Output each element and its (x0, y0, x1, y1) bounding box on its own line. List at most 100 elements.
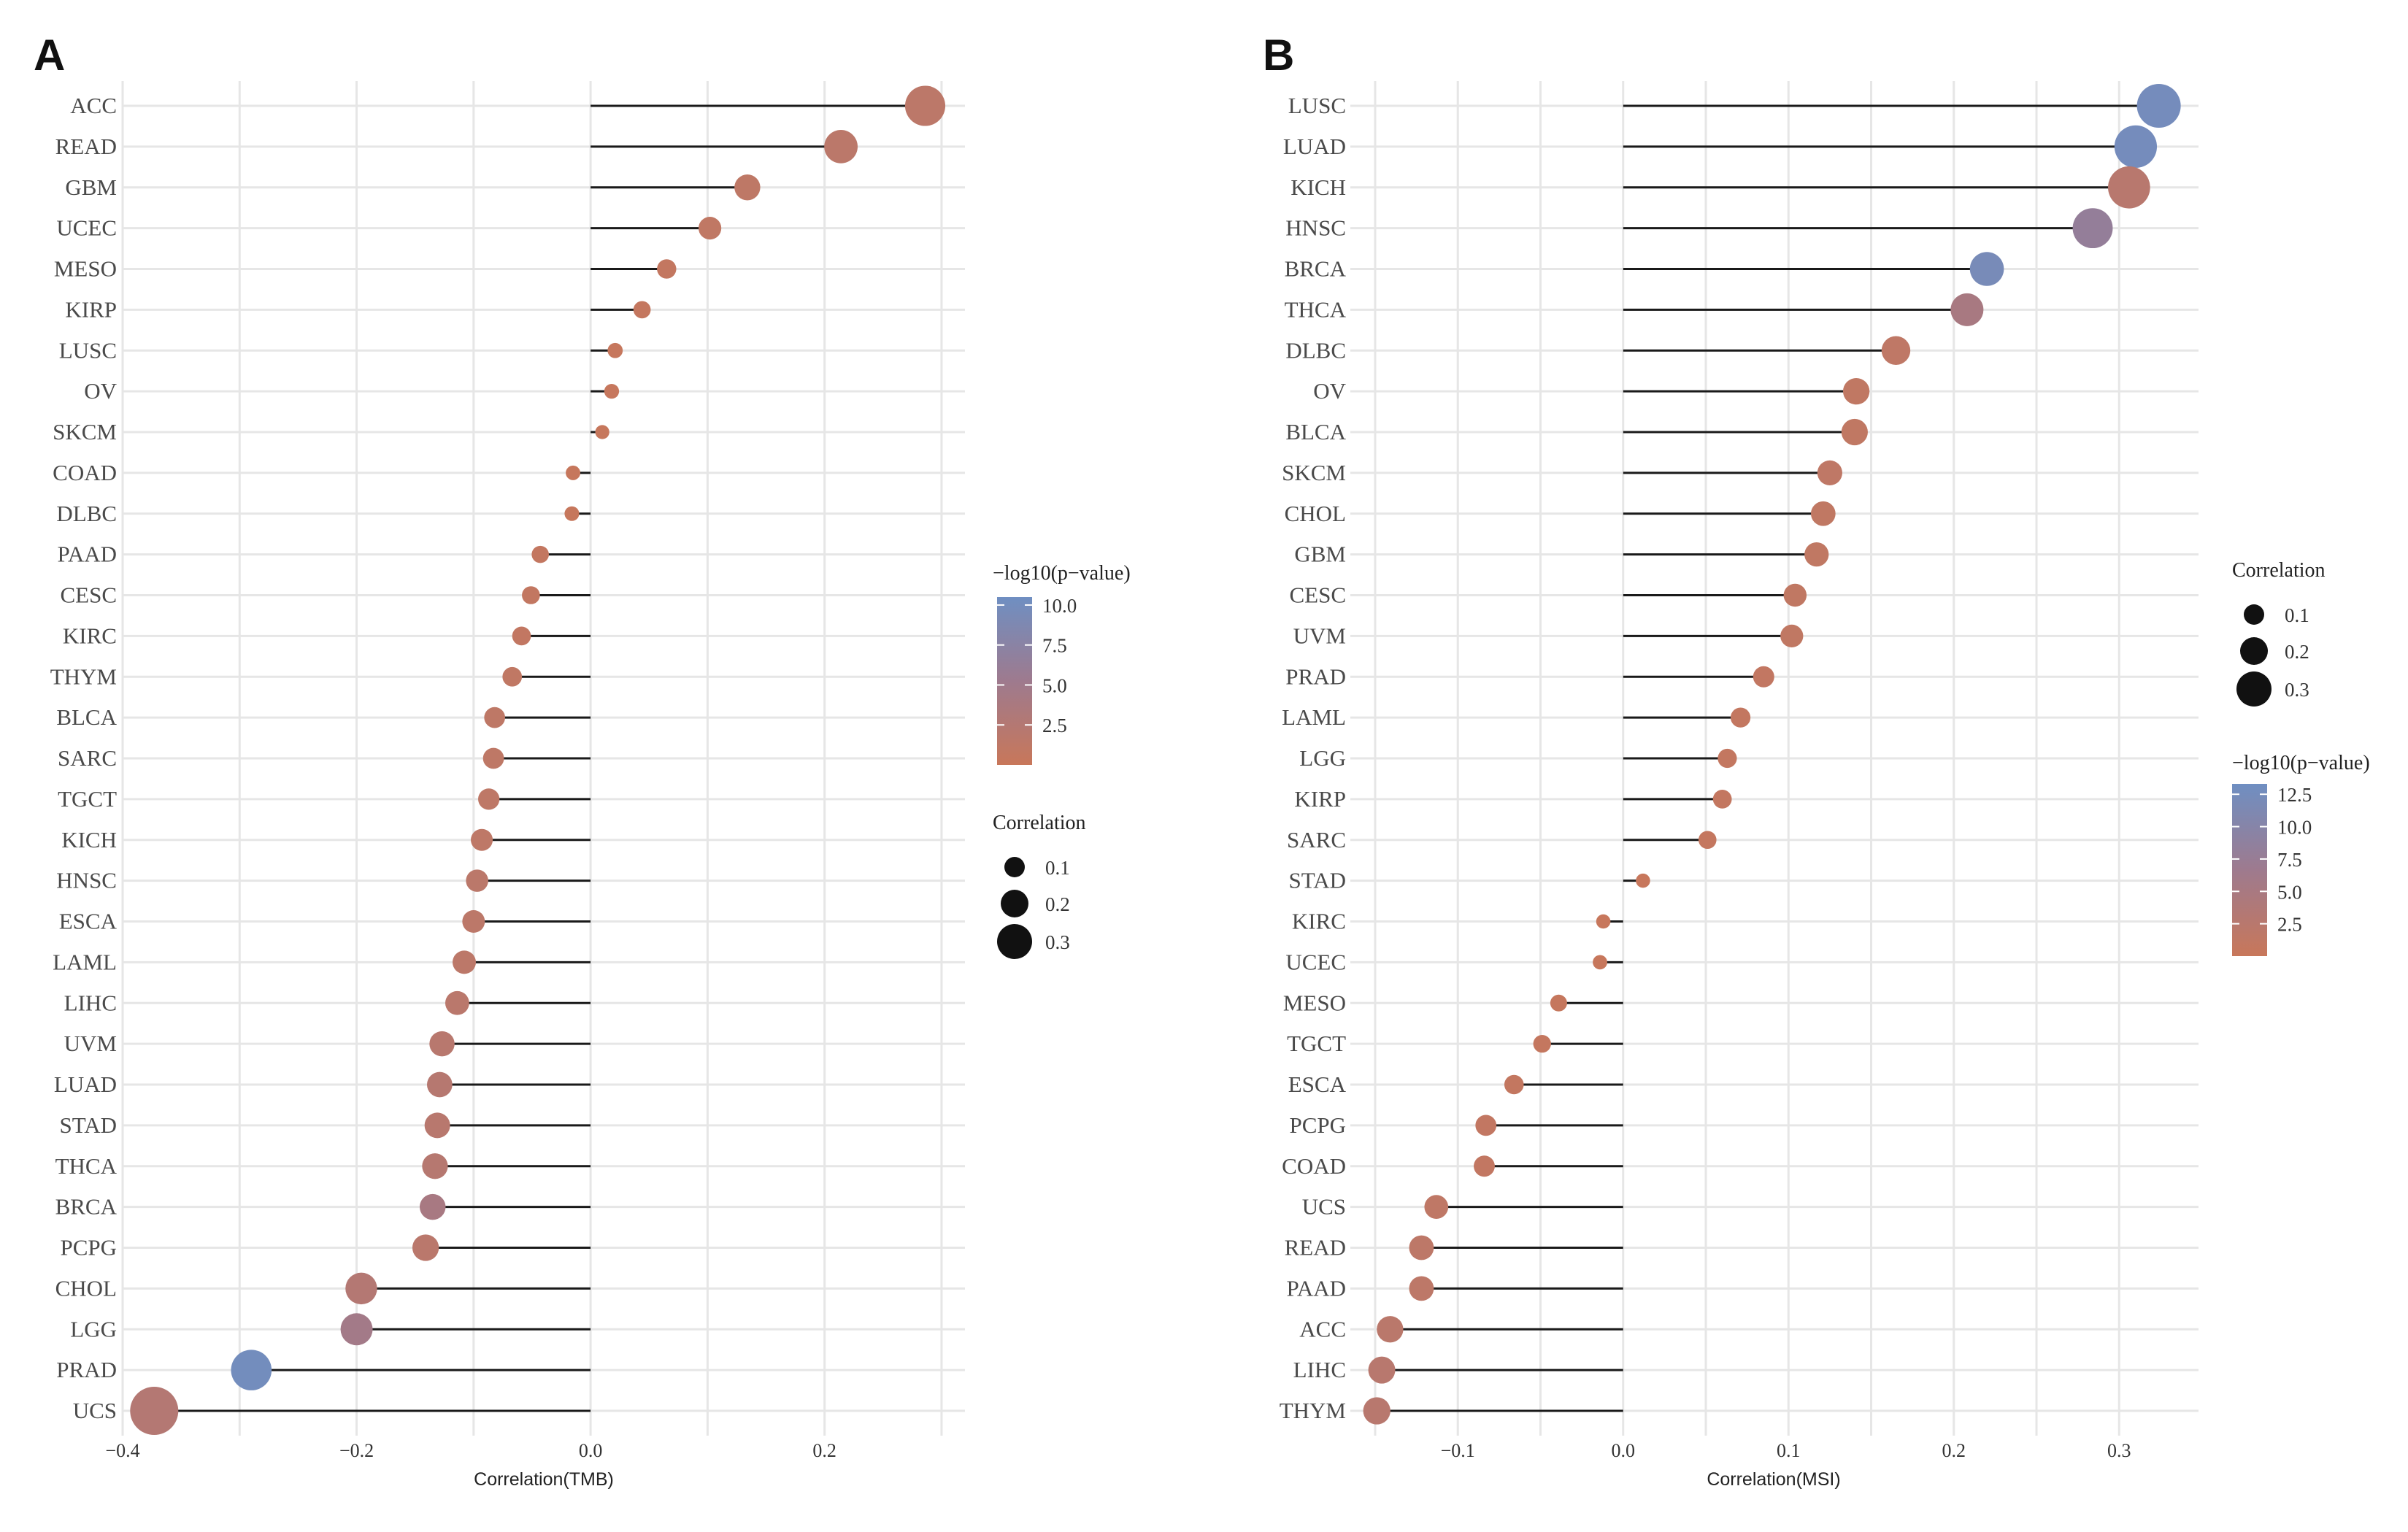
panel-b-color-legend: −log10(p−value) 12.5 10.0 7.5 5.0 2.5 (2232, 752, 2370, 956)
panel-a-category-label: CHOL (55, 1275, 117, 1301)
panel-b: B LUSC LUAD KICH HNSC BRCA THCA DLBC OV BLCA SKCM… (1263, 31, 2370, 1490)
panel-b-color-tick-label: 10.0 (2277, 817, 2312, 839)
panel-a-lollipop-point (698, 217, 722, 240)
panel-a-lollipop-point (607, 342, 623, 358)
panel-b-lollipop-point (1409, 1276, 1434, 1301)
panel-b-x-tick-label: 0.2 (1942, 1440, 1966, 1461)
panel-b-category-label: BLCA (1285, 419, 1346, 444)
panel-b-category-label: TGCT (1287, 1031, 1346, 1056)
panel-b-size-legend-dot (2236, 671, 2272, 707)
panel-a-color-tick-label: 7.5 (1042, 635, 1067, 657)
panel-b-x-tick-label: −0.1 (1441, 1440, 1475, 1461)
panel-a-lollipop-point (340, 1313, 373, 1346)
panel-a-category-label: CESC (60, 582, 117, 608)
panel-b-lollipop-point (1475, 1115, 1497, 1136)
panel-b-size-legend-label: 0.1 (2285, 604, 2309, 626)
panel-b-category-label: PAAD (1286, 1275, 1346, 1301)
panel-a-lollipop-point (734, 174, 761, 201)
panel-a: A ACC READ GBM UCEC MESO KIRP LUSC OV SKCM COAD DL… (34, 31, 1131, 1490)
panel-a-x-tick-label: 0.2 (812, 1440, 836, 1461)
panel-a-size-legend-dot (1004, 857, 1025, 877)
panel-b-letter: B (1263, 31, 1294, 80)
panel-a-category-label: KICH (61, 827, 117, 852)
panel-b-lollipop-point (1712, 789, 1732, 809)
panel-b-category-label: COAD (1282, 1153, 1346, 1179)
panel-a-category-label: SKCM (53, 419, 117, 444)
panel-b-lollipop-point (1424, 1195, 1449, 1219)
panel-a-lollipop-point (531, 545, 549, 563)
panel-a-category-label: KIRC (63, 623, 117, 648)
panel-b-lollipop-point (1881, 336, 1911, 365)
panel-a-lollipop-point (445, 990, 469, 1015)
panel-a-category-label: GBM (65, 174, 117, 200)
panel-b-category-label: THCA (1285, 296, 1347, 322)
panel-a-lollipop-point (595, 425, 609, 439)
panel-a-size-legend-dot (1001, 890, 1028, 917)
panel-b-lollipop-point (2072, 208, 2113, 249)
panel-a-category-label: BLCA (56, 704, 117, 730)
panel-b-category-label: KIRP (1294, 786, 1346, 812)
panel-a-category-label: THYM (50, 663, 117, 689)
panel-a-x-tick-label: 0.0 (579, 1440, 603, 1461)
panel-a-lollipop-point (345, 1272, 377, 1305)
panel-a-size-legend-dot (997, 924, 1032, 959)
panel-b-lollipop-point (1636, 873, 1650, 888)
panel-b-x-tick-label: 0.3 (2107, 1440, 2131, 1461)
panel-a-category-label: BRCA (55, 1194, 118, 1220)
panel-b-color-tick-label: 12.5 (2277, 784, 2312, 806)
panel-a-category-label: OV (84, 378, 117, 404)
panel-b-size-legend: Correlation 0.1 0.2 0.3 (2232, 559, 2326, 707)
panel-a-lollipop-point (462, 910, 485, 933)
panel-b-category-label: LUAD (1283, 134, 1346, 159)
panel-a-lollipop-point (564, 506, 580, 521)
panel-a-lollipop-point (471, 828, 493, 851)
panel-a-size-legend: Correlation 0.1 0.2 0.3 (993, 812, 1086, 959)
panel-b-lollipop-point (1810, 501, 1836, 526)
panel-a-lollipop-point (453, 950, 477, 974)
panel-a-color-ticks: 10.0 7.5 5.0 2.5 (997, 595, 1077, 736)
panel-b-color-tick-label: 2.5 (2277, 914, 2302, 936)
panel-a-x-tick-label: −0.4 (105, 1440, 139, 1461)
panel-b-lollipop-point (1698, 831, 1717, 850)
panel-b-lollipop-point (1377, 1316, 1404, 1343)
panel-b-lollipop-point (1969, 252, 2004, 286)
panel-b-lollipop-point (1409, 1235, 1434, 1260)
panel-b-lollipop-point (1730, 707, 1751, 728)
panel-a-size-items: 0.1 0.2 0.3 (997, 857, 1070, 959)
panel-b-category-label: HNSC (1285, 215, 1346, 241)
panel-b-category-label: PCPG (1289, 1112, 1346, 1138)
panel-b-size-items: 0.1 0.2 0.3 (2236, 604, 2309, 707)
panel-a-lollipop-point (412, 1234, 439, 1261)
panel-b-category-label: READ (1285, 1235, 1346, 1260)
panel-b-category-label: THYM (1280, 1398, 1346, 1423)
panel-a-category-label: LUSC (59, 337, 117, 363)
panel-a-color-tick-label: 5.0 (1042, 674, 1067, 696)
panel-a-category-label: UCS (73, 1398, 117, 1423)
panel-a-category-label: LUAD (54, 1071, 117, 1097)
panel-b-category-label: CESC (1289, 582, 1346, 608)
panel-b-lollipop-point (1596, 914, 1611, 929)
panel-a-lollipop-point (633, 301, 651, 319)
panel-b-color-legend-title: −log10(p−value) (2232, 752, 2370, 774)
panel-b-category-label: KICH (1290, 174, 1346, 200)
panel-b-size-legend-dot (2244, 604, 2264, 625)
panel-a-category-label: LGG (70, 1316, 117, 1342)
panel-b-category-label: CHOL (1285, 501, 1346, 526)
panel-a-category-label: THCA (55, 1153, 118, 1179)
panel-a-lollipop-point (512, 626, 531, 646)
panel-a-lollipop-point (419, 1193, 446, 1220)
panel-a-size-legend-label: 0.1 (1045, 857, 1070, 879)
panel-b-category-label: SKCM (1282, 460, 1346, 485)
panel-a-lollipop-point (657, 259, 677, 279)
panel-a-letter: A (34, 31, 65, 80)
panel-a-lollipop-point (231, 1350, 272, 1390)
panel-a-size-legend-label: 0.2 (1045, 893, 1070, 915)
panel-b-lollipop-point (1717, 748, 1737, 769)
panel-b-lollipop-point (1817, 460, 1842, 485)
panel-a-color-legend-title: −log10(p−value) (993, 562, 1131, 585)
panel-b-lollipop-point (1841, 418, 1868, 446)
panel-a-lollipop-point (466, 869, 488, 892)
panel-b-plot: LUSC LUAD KICH HNSC BRCA THCA DLBC OV BLCA SKCM CH… (1280, 81, 2199, 1461)
panel-a-category-label: LAML (53, 949, 117, 974)
panel-b-category-label: LIHC (1293, 1357, 1346, 1382)
